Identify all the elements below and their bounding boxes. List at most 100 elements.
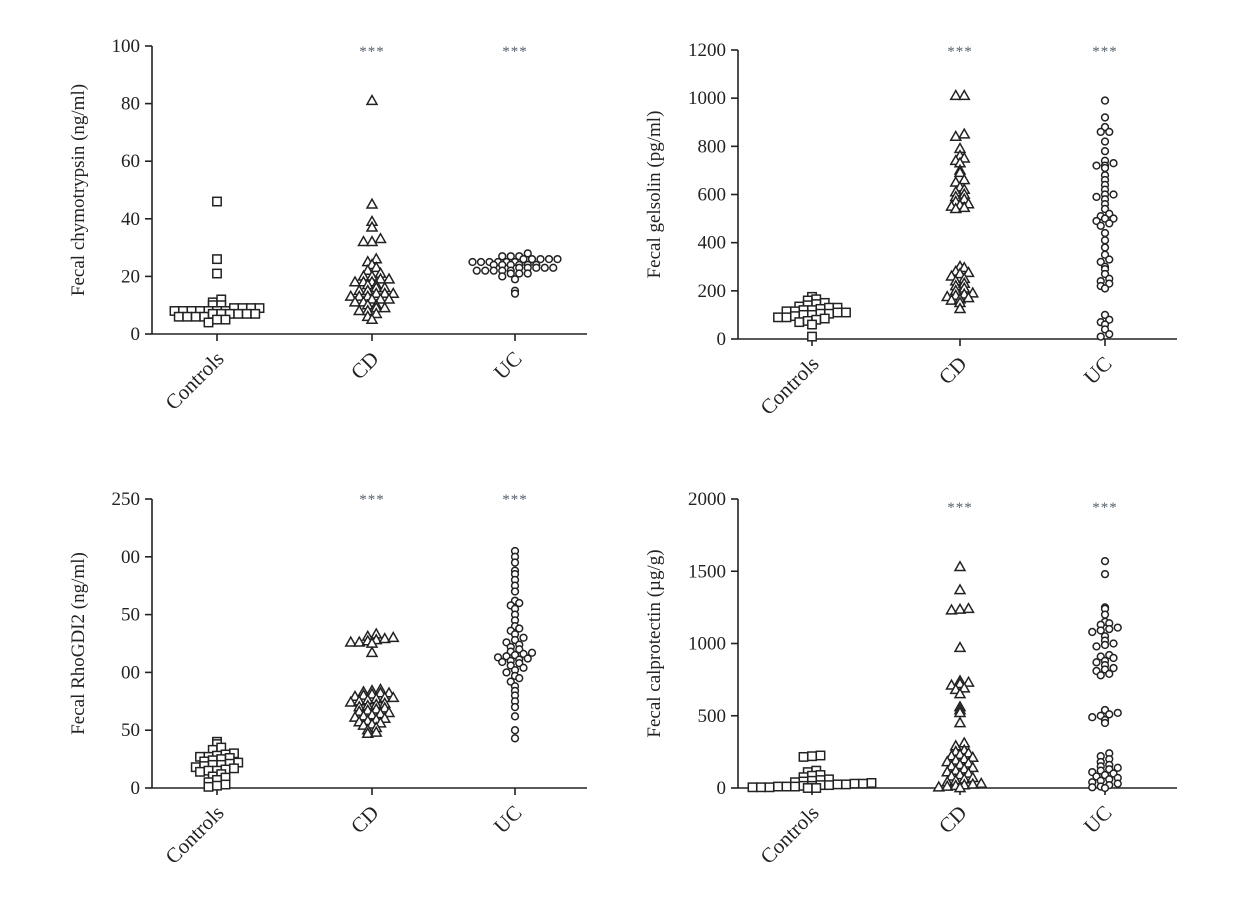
significance-marker: ***: [359, 44, 385, 60]
data-point: [957, 89, 971, 101]
data-point: [498, 252, 507, 261]
data-point: [515, 624, 524, 633]
data-point: [515, 674, 524, 683]
data-point: [1109, 653, 1118, 663]
data-point: [374, 232, 387, 244]
data-point: [962, 675, 975, 687]
data-point: [476, 257, 486, 267]
data-point: [510, 726, 520, 735]
data-point: [523, 654, 532, 663]
y-tick-label: 0: [131, 324, 141, 345]
significance-marker: ***: [502, 44, 528, 60]
data-point: [369, 286, 383, 299]
data-point: [1088, 627, 1097, 637]
data-point: [250, 308, 261, 319]
data-point: [841, 307, 851, 318]
data-point: [866, 777, 877, 788]
data-point: [953, 716, 967, 728]
y-axis-label: Fecal chymotrypsin (ng/ml): [68, 84, 89, 296]
data-point: [807, 751, 817, 762]
data-point: [790, 781, 800, 792]
data-point: [953, 641, 967, 653]
data-point: [344, 289, 358, 301]
data-point: [949, 202, 963, 214]
data-point: [781, 312, 792, 323]
data-point: [382, 706, 396, 718]
data-point: [966, 777, 980, 789]
data-point: [773, 781, 783, 792]
data-point: [1100, 236, 1110, 245]
data-point: [802, 783, 813, 793]
data-point: [1100, 113, 1110, 122]
category-label-controls: Controls: [755, 801, 823, 869]
data-point: [519, 254, 528, 264]
series-uc: [1092, 96, 1118, 341]
data-point: [807, 319, 817, 330]
category-label-controls: Controls: [160, 347, 228, 415]
data-point: [365, 220, 379, 232]
category-label-cd: CD: [346, 801, 384, 839]
data-point: [510, 587, 520, 596]
data-point: [344, 695, 358, 707]
data-point: [815, 750, 826, 761]
data-point: [374, 272, 387, 284]
data-point: [212, 314, 222, 325]
data-point: [527, 648, 537, 657]
data-point: [348, 275, 362, 287]
data-point: [1096, 127, 1105, 137]
data-point: [212, 780, 222, 791]
data-point: [540, 263, 549, 272]
series-cd: [932, 560, 988, 793]
data-point: [824, 780, 834, 791]
significance-marker: ***: [1092, 44, 1118, 60]
data-point: [510, 734, 520, 743]
data-point: [1088, 783, 1097, 792]
data-point: [1100, 96, 1110, 105]
data-point: [953, 560, 967, 572]
y-tick-label: 0: [717, 778, 727, 799]
data-point: [1100, 556, 1110, 566]
data-point: [1105, 624, 1114, 634]
y-tick-label: 60: [121, 151, 140, 172]
data-point: [386, 631, 400, 643]
y-tick-label: 20: [121, 266, 140, 287]
data-point: [962, 291, 975, 303]
data-point: [532, 263, 541, 272]
data-point: [953, 602, 967, 614]
data-point: [182, 311, 193, 322]
data-point: [1100, 163, 1110, 173]
series-controls: [190, 736, 244, 792]
data-point: [1113, 708, 1122, 718]
data-point: [519, 663, 528, 672]
data-point: [1100, 640, 1110, 650]
data-point: [1100, 147, 1110, 156]
data-point: [233, 308, 244, 319]
data-point: [1092, 642, 1101, 651]
data-point: [747, 782, 758, 793]
data-point: [832, 779, 843, 790]
data-point: [173, 311, 184, 322]
data-point: [1109, 663, 1118, 673]
data-point: [348, 295, 362, 307]
data-point: [953, 583, 967, 595]
data-point: [365, 646, 379, 658]
data-point: [386, 691, 400, 703]
data-point: [953, 687, 967, 699]
data-point: [378, 286, 392, 299]
y-tick-label: 0: [717, 329, 727, 350]
data-point: [498, 272, 507, 281]
significance-marker: ***: [947, 44, 973, 60]
data-point: [957, 127, 971, 139]
y-tick-label: 0: [131, 778, 141, 799]
data-point: [798, 751, 809, 762]
data-point: [858, 778, 868, 789]
data-point: [481, 266, 490, 275]
data-point: [1100, 718, 1110, 728]
data-point: [1092, 192, 1101, 202]
data-point: [1109, 159, 1118, 168]
data-point: [962, 266, 975, 278]
category-label-uc: UC: [1079, 352, 1117, 390]
data-point: [841, 779, 851, 790]
data-point: [506, 252, 515, 261]
data-point: [365, 292, 379, 304]
